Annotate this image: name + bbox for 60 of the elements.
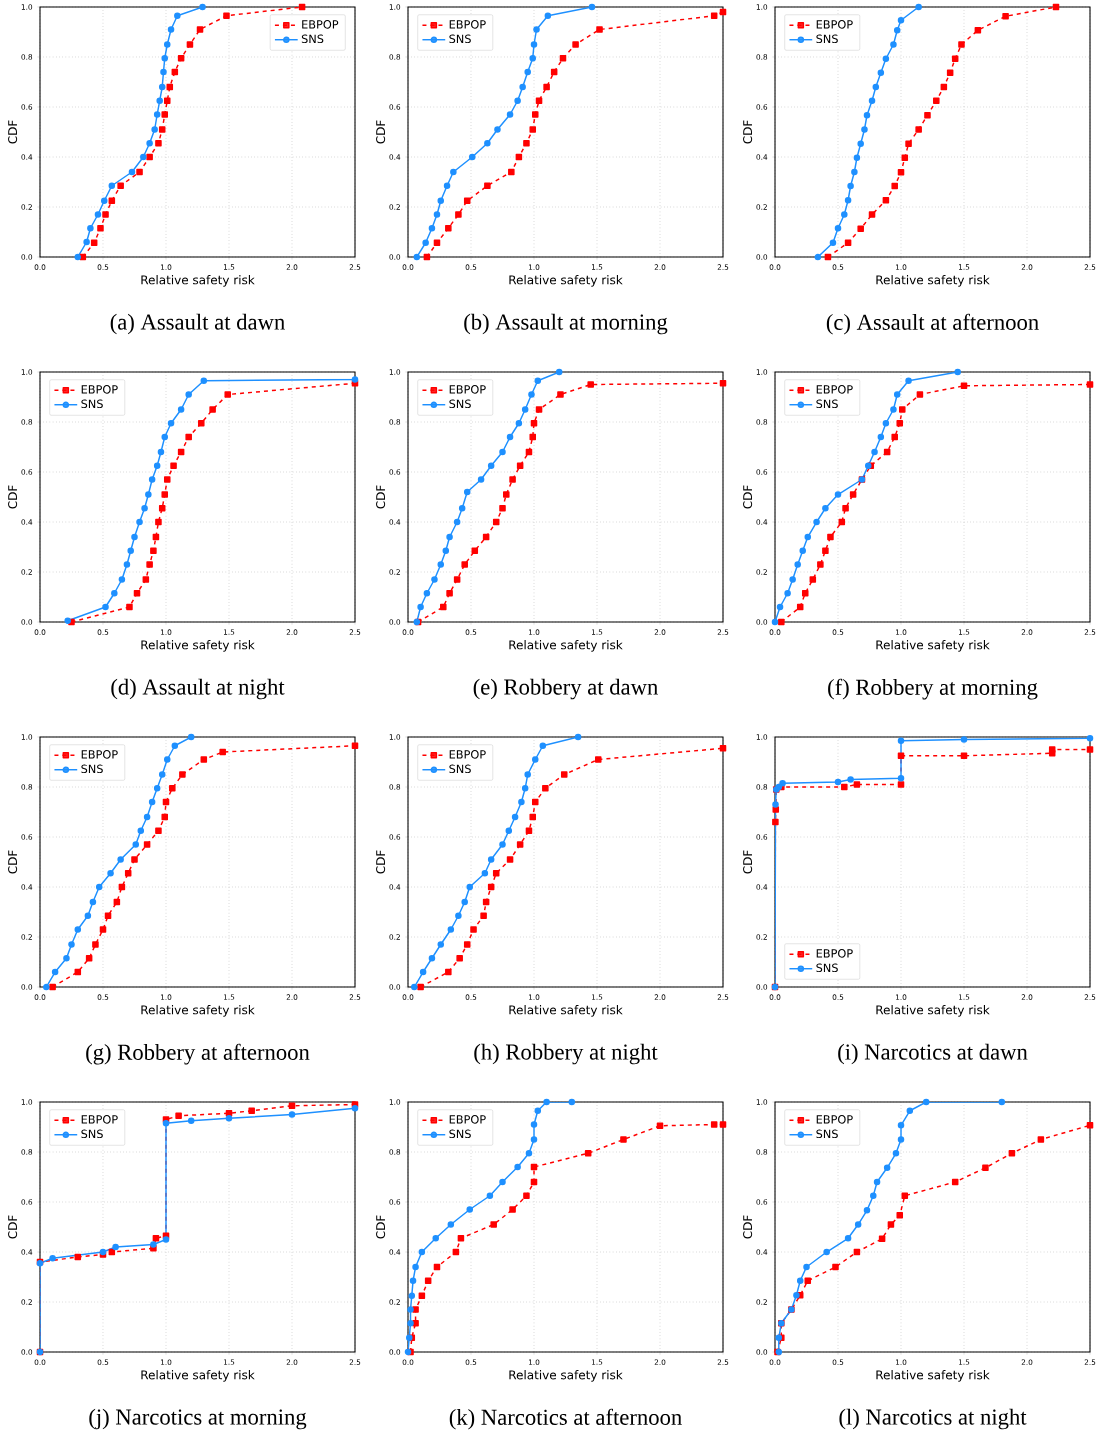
- legend-label: SNS: [449, 1129, 471, 1139]
- legend-label: SNS: [816, 399, 838, 409]
- y-axis-title: CDF: [376, 1215, 386, 1239]
- x-axis-title: Relative safety risk: [509, 275, 623, 287]
- legend-label: SNS: [81, 1129, 103, 1139]
- y-axis-title: CDF: [743, 120, 753, 144]
- legend-label: SNS: [816, 963, 838, 973]
- y-axis-title: CDF: [743, 850, 753, 874]
- x-axis-title: Relative safety risk: [141, 640, 255, 652]
- legend-label: SNS: [816, 1129, 838, 1139]
- text: (d) Assault at night: [111, 678, 285, 700]
- x-axis-title: Relative safety risk: [141, 1005, 255, 1017]
- y-axis-title: CDF: [8, 485, 18, 509]
- text: (l) Narcotics at night: [839, 1408, 1027, 1430]
- legend-label: EBPOP: [816, 949, 853, 958]
- y-axis-title: CDF: [8, 1215, 18, 1239]
- x-axis-title: Relative safety risk: [876, 275, 990, 287]
- legend-label: EBPOP: [449, 20, 486, 29]
- text: (b) Assault at morning: [464, 313, 668, 335]
- text: (k) Narcotics at afternoon: [449, 1408, 682, 1430]
- legend-label: EBPOP: [816, 385, 853, 394]
- text: (i) Narcotics at dawn: [838, 1043, 1028, 1065]
- legend-label: EBPOP: [81, 750, 118, 759]
- text: (f) Robbery at morning: [828, 678, 1038, 700]
- y-axis-title: CDF: [8, 120, 18, 144]
- legend-label: SNS: [301, 34, 324, 44]
- legend-label: EBPOP: [449, 1115, 486, 1124]
- x-axis-title: Relative safety risk: [876, 640, 990, 652]
- legend-label: SNS: [449, 764, 471, 774]
- text: (c) Assault at afternoon: [826, 313, 1039, 335]
- x-axis-title: Relative safety risk: [509, 1005, 623, 1017]
- text: (e) Robbery at dawn: [473, 678, 658, 700]
- y-axis-title: CDF: [743, 485, 753, 509]
- text: (a) Assault at dawn: [110, 313, 285, 335]
- legend-label: SNS: [449, 399, 471, 409]
- x-axis-title: Relative safety risk: [876, 1005, 990, 1017]
- text: (j) Narcotics at morning: [89, 1408, 307, 1430]
- legend-label: SNS: [449, 34, 471, 44]
- legend-label: EBPOP: [816, 1115, 853, 1124]
- legend-label: EBPOP: [81, 385, 118, 394]
- legend-label: EBPOP: [449, 750, 486, 759]
- legend-label: SNS: [81, 399, 103, 409]
- legend-label: EBPOP: [816, 20, 853, 29]
- legend-label: SNS: [816, 34, 838, 44]
- y-axis-title: CDF: [376, 850, 386, 874]
- x-axis-title: Relative safety risk: [509, 640, 623, 652]
- x-axis-title: Relative safety risk: [876, 1370, 990, 1382]
- legend-label: EBPOP: [81, 1115, 118, 1124]
- legend-label: EBPOP: [302, 20, 339, 29]
- legend-label: EBPOP: [449, 385, 486, 394]
- text: (h) Robbery at night: [474, 1043, 658, 1065]
- x-axis-title: Relative safety risk: [141, 1370, 255, 1382]
- x-axis-title: Relative safety risk: [509, 1370, 623, 1382]
- y-axis-title: CDF: [743, 1215, 753, 1239]
- legend-label: SNS: [81, 764, 103, 774]
- y-axis-title: CDF: [8, 850, 18, 874]
- text: (g) Robbery at afternoon: [86, 1043, 310, 1065]
- y-axis-title: CDF: [376, 120, 386, 144]
- y-axis-title: CDF: [376, 485, 386, 509]
- x-axis-title: Relative safety risk: [141, 275, 255, 287]
